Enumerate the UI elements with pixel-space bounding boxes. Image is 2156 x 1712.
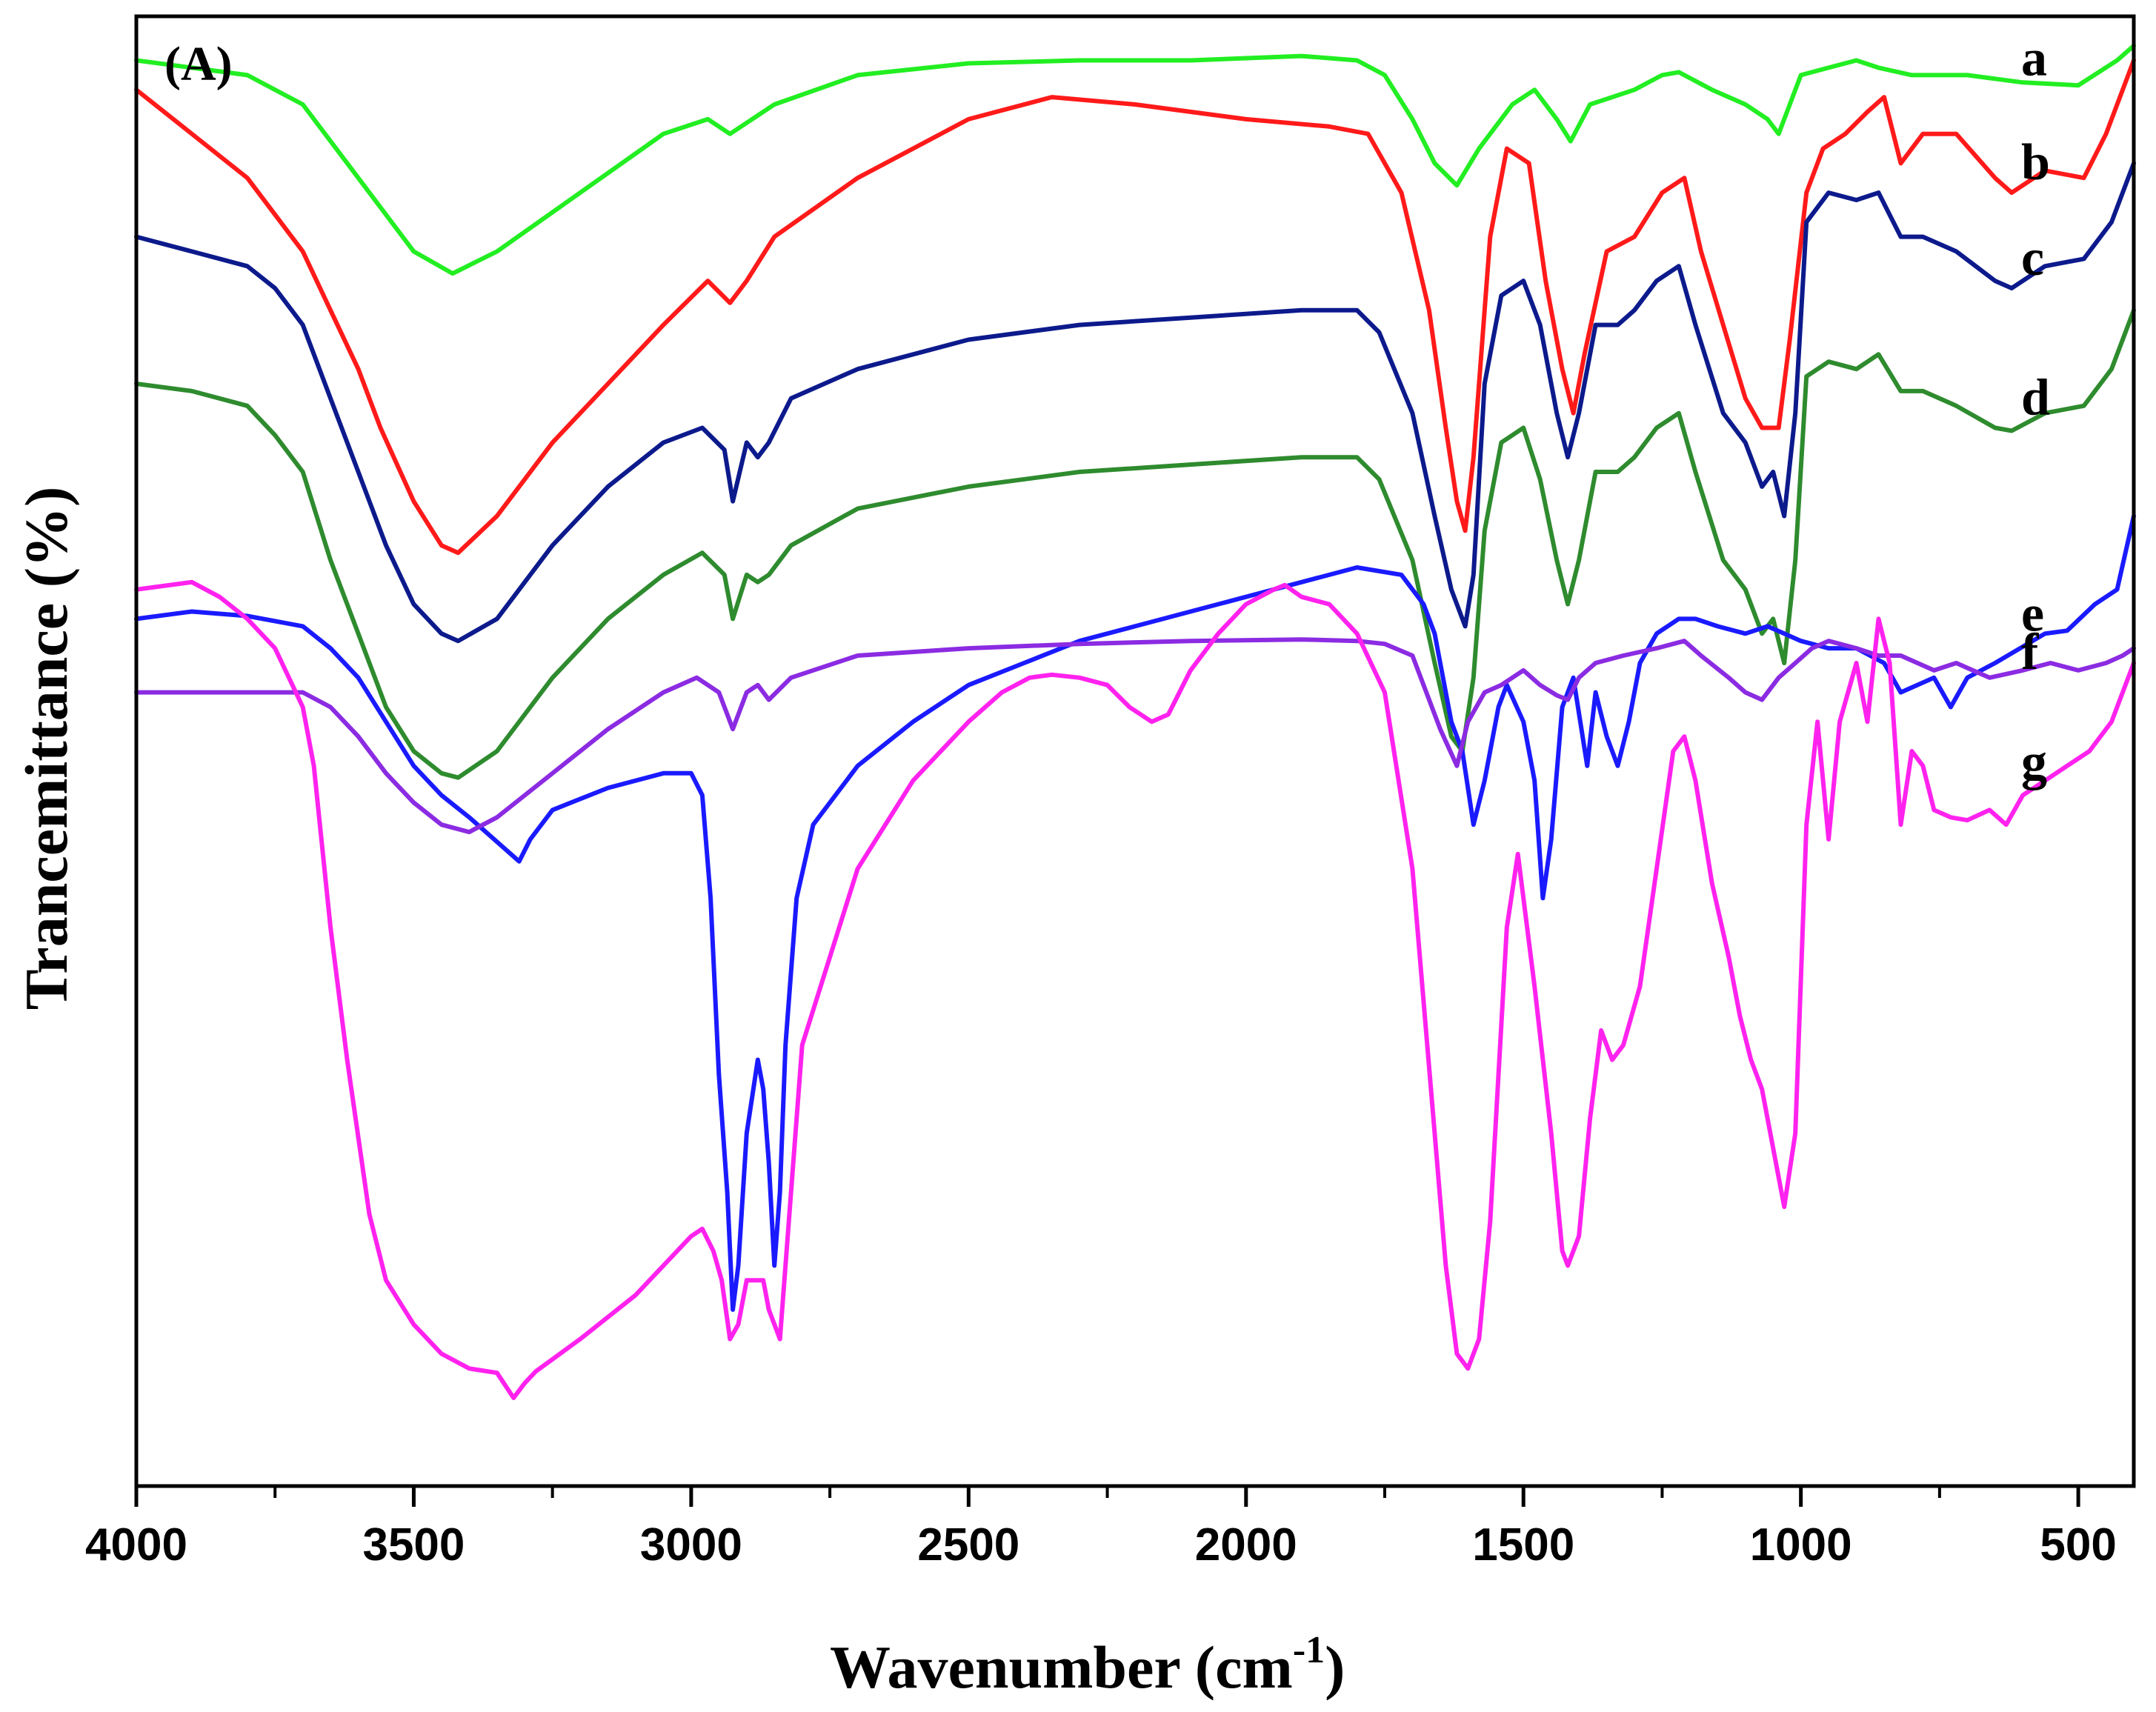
series-a-label: a (2021, 30, 2047, 87)
x-axis-label: Wavenumber (cm-1) (830, 1629, 1345, 1701)
series-c-line (134, 161, 2136, 644)
series-e-label: e (2021, 585, 2044, 642)
x-tick-label: 3500 (362, 1519, 465, 1571)
x-tick-label: 2500 (917, 1519, 1019, 1571)
series-layer (134, 43, 2136, 1400)
series-c-label: c (2021, 230, 2044, 287)
plot-frame (134, 14, 2136, 1488)
x-tick-label: 3000 (640, 1519, 742, 1571)
series-d-label: d (2021, 370, 2050, 427)
x-axis-label-main: Wavenumber (cm (830, 1633, 1293, 1701)
series-g-label: g (2021, 734, 2047, 791)
x-tick-label: 500 (2040, 1519, 2116, 1571)
x-tick-label: 2000 (1195, 1519, 1297, 1571)
x-tick-label: 4000 (85, 1519, 187, 1571)
x-axis-label-sup: -1 (1293, 1629, 1325, 1671)
series-e-line (134, 513, 2136, 1312)
series-d-line (134, 307, 2136, 780)
label-layer: abc d efg (2021, 30, 2050, 790)
y-axis-label: Trancemittance (%) (13, 487, 80, 1010)
series-f-line (134, 637, 2136, 835)
series-g-line (134, 579, 2136, 1400)
series-b-label: b (2021, 134, 2050, 191)
series-f-label: f (2021, 624, 2039, 681)
series-b-line (134, 58, 2136, 556)
tick-layer: 4000 3500 3000 2500 2000 1500 1000 500 (85, 1486, 2117, 1571)
x-tick-label: 1500 (1472, 1519, 1574, 1571)
x-axis-label-end: ) (1325, 1633, 1345, 1701)
x-tick-label: 1000 (1750, 1519, 1852, 1571)
series-a-line (134, 43, 2136, 276)
panel-label: (A) (164, 37, 233, 91)
